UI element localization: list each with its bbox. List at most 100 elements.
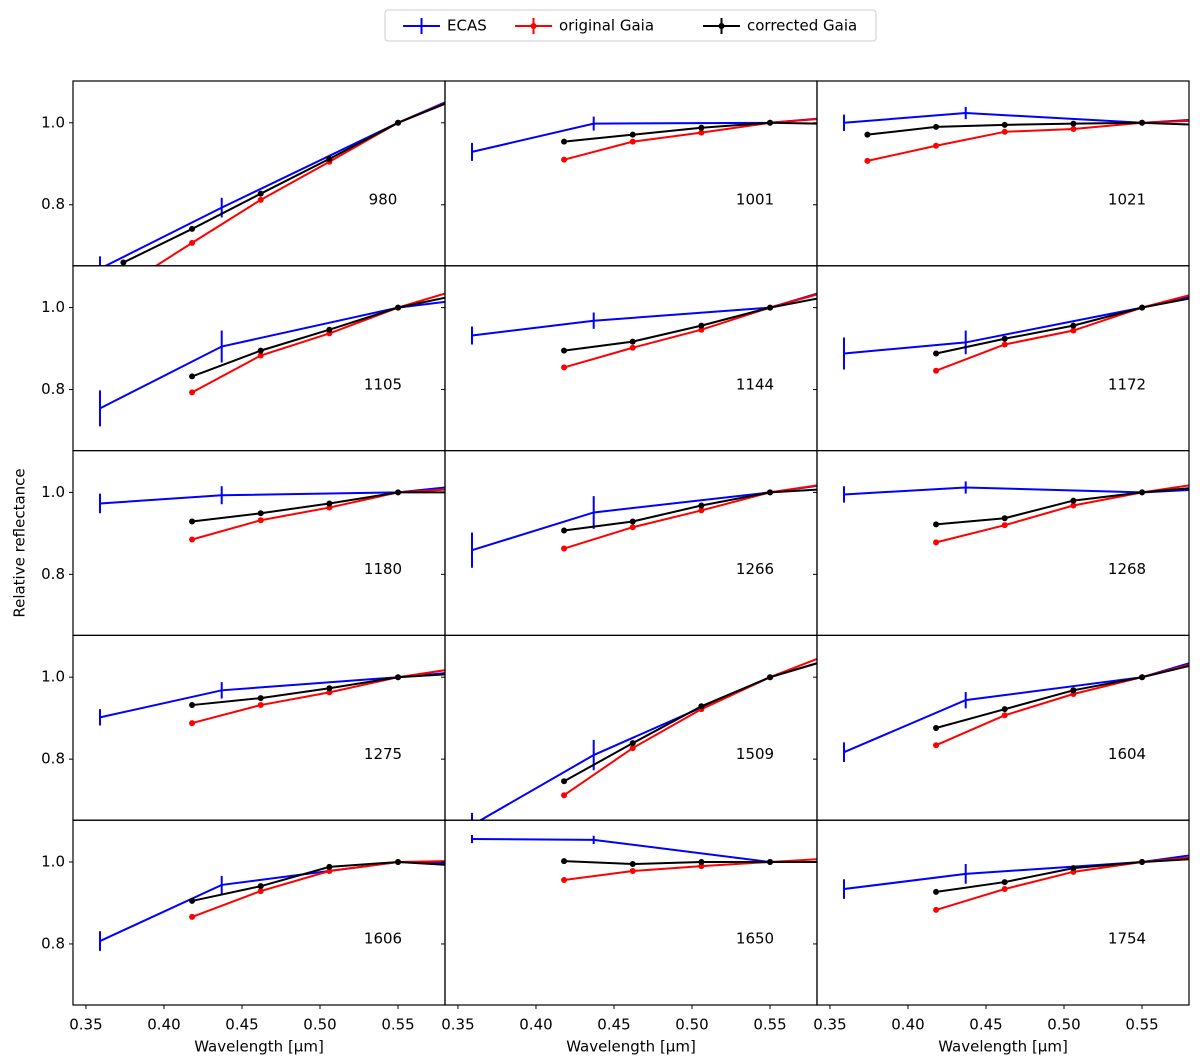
- panel-label: 1650: [736, 930, 774, 948]
- panel-label: 1001: [736, 191, 774, 209]
- x-tick-label: 0.40: [519, 1016, 552, 1034]
- data-point: [1070, 502, 1077, 509]
- data-point: [1001, 712, 1008, 719]
- data-point: [1139, 304, 1146, 311]
- panel-label: 1172: [1108, 375, 1146, 393]
- panel: [470, 648, 842, 821]
- panel-frame: [444, 819, 818, 1006]
- panel: [98, 92, 470, 290]
- x-tick-label: 0.40: [147, 1016, 180, 1034]
- data-point: [1001, 886, 1008, 893]
- data-point: [933, 539, 940, 546]
- data-point: [1139, 674, 1146, 681]
- data-point: [257, 517, 264, 524]
- data-point: [1070, 327, 1077, 334]
- legend-label: ECAS: [447, 17, 487, 35]
- data-point: [189, 913, 196, 920]
- y-tick-label: 1.0: [41, 483, 65, 501]
- data-point: [395, 674, 402, 681]
- y-tick-label: 1.0: [41, 668, 65, 686]
- data-point: [1001, 879, 1008, 886]
- data-point: [933, 123, 940, 130]
- data-point: [767, 119, 774, 126]
- data-point: [257, 888, 264, 895]
- data-point: [561, 364, 568, 371]
- data-point: [864, 157, 871, 164]
- panel-frame: [72, 450, 446, 637]
- y-tick-label: 1.0: [41, 113, 65, 131]
- series-line: [843, 662, 1189, 754]
- data-point: [561, 527, 568, 534]
- panel: [470, 114, 842, 163]
- x-tick-label: 0.50: [675, 1016, 708, 1034]
- data-point: [189, 225, 196, 232]
- data-point: [326, 863, 333, 870]
- data-point: [189, 239, 196, 246]
- data-point: [836, 648, 842, 654]
- data-point: [257, 510, 264, 517]
- data-point: [326, 326, 333, 333]
- panel: [842, 106, 1189, 164]
- x-tick-label: 0.50: [303, 1016, 336, 1034]
- data-point: [698, 507, 705, 514]
- panel-frame: [816, 265, 1190, 452]
- data-point: [836, 485, 842, 491]
- x-tick-label: 0.45: [597, 1016, 630, 1034]
- series-line: [471, 292, 817, 337]
- data-point: [464, 670, 470, 676]
- data-point: [120, 284, 126, 290]
- data-point: [120, 259, 127, 266]
- series-line: [935, 858, 1189, 893]
- panel-label: 1275: [364, 745, 402, 763]
- panel: [842, 854, 1189, 913]
- series-line: [935, 297, 1189, 355]
- y-tick-label: 1.0: [41, 852, 65, 870]
- data-point: [698, 703, 705, 710]
- panel: [98, 858, 470, 951]
- y-tick-label: 1.0: [41, 298, 65, 316]
- panel-label: 1266: [736, 560, 774, 578]
- data-point: [1070, 865, 1077, 872]
- data-point: [189, 389, 196, 396]
- data-point: [464, 92, 470, 98]
- data-point: [933, 521, 940, 528]
- data-point: [836, 114, 842, 120]
- data-point: [767, 489, 774, 496]
- data-point: [1001, 706, 1008, 713]
- panel-frame: [444, 634, 818, 821]
- data-point: [257, 695, 264, 702]
- data-point: [629, 868, 636, 875]
- data-point: [767, 674, 774, 681]
- data-point: [1070, 120, 1077, 127]
- data-point: [1001, 341, 1008, 348]
- data-point: [933, 350, 940, 357]
- data-point: [189, 373, 196, 380]
- data-point: [189, 518, 196, 525]
- data-point: [698, 322, 705, 329]
- data-point: [395, 119, 402, 126]
- data-point: [257, 352, 264, 359]
- legend-marker: [530, 23, 537, 29]
- x-tick-label: 0.35: [69, 1016, 102, 1034]
- y-tick-label: 0.8: [41, 934, 65, 952]
- series-line: [843, 295, 1189, 355]
- data-point: [395, 858, 402, 865]
- panel-frame: [444, 80, 818, 267]
- panel-label: 1754: [1108, 930, 1146, 948]
- data-point: [1001, 128, 1008, 135]
- data-point: [257, 347, 264, 354]
- series-line: [471, 838, 817, 863]
- data-point: [464, 489, 470, 495]
- panel-label: 1509: [736, 745, 774, 763]
- data-point: [464, 858, 470, 864]
- panel-label: 1606: [364, 930, 402, 948]
- x-tick-label: 0.40: [891, 1016, 924, 1034]
- data-point: [189, 702, 196, 709]
- legend-box: [384, 9, 877, 42]
- data-point: [1139, 489, 1146, 496]
- data-point: [1001, 515, 1008, 522]
- data-point: [464, 485, 470, 491]
- data-point: [189, 897, 196, 904]
- data-point: [561, 778, 568, 785]
- data-point: [933, 142, 940, 149]
